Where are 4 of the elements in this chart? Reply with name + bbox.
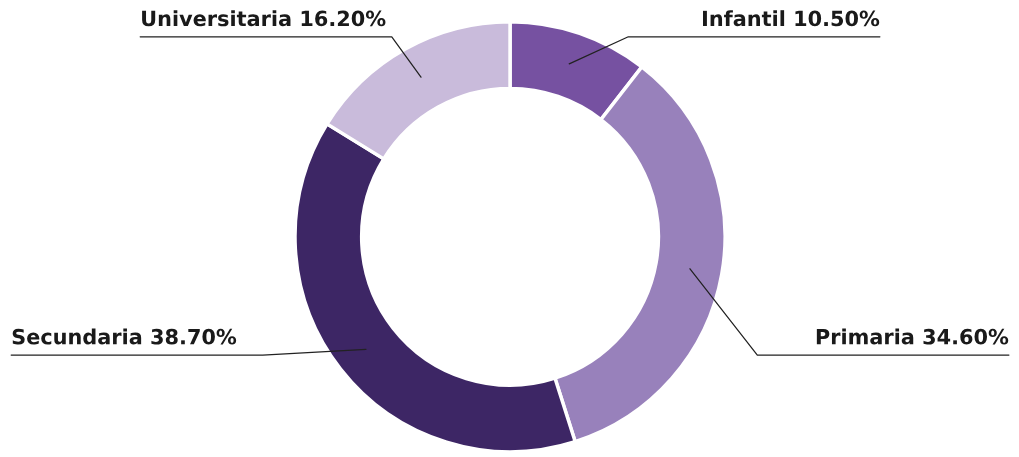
slice-label: Infantil 10.50% xyxy=(702,10,880,27)
slice-label: Secundaria 38.70% xyxy=(12,328,237,345)
slice-label: Primaria 34.60% xyxy=(816,328,1009,345)
slice-label: Universitaria 16.20% xyxy=(142,10,386,27)
